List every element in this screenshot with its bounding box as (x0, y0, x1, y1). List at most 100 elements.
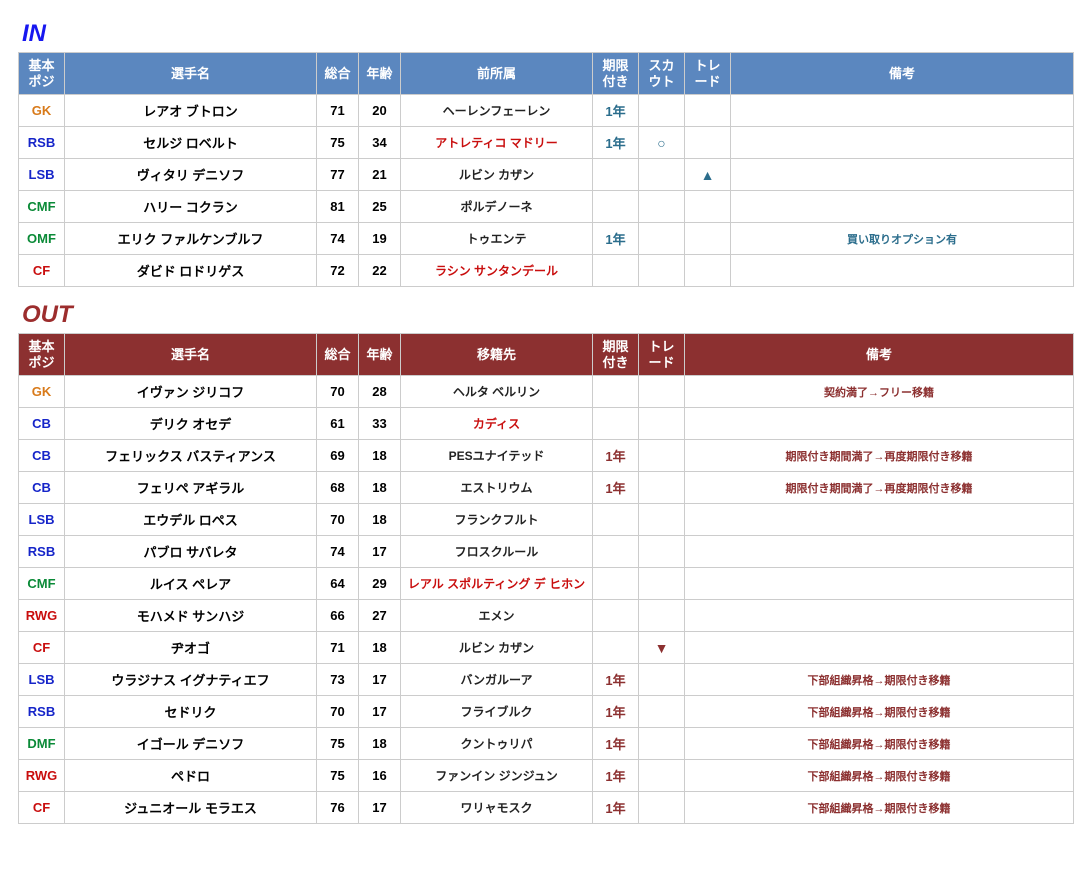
cell-notes (731, 95, 1074, 127)
cell-name: モハメド サンハジ (65, 600, 317, 632)
cell-trade (639, 760, 685, 792)
cell-ovr: 68 (317, 472, 359, 504)
cell-loan: 1年 (593, 760, 639, 792)
cell-name: セルジ ロベルト (65, 127, 317, 159)
col-trade: トレード (685, 53, 731, 95)
cell-club: ワリャモスク (401, 792, 593, 824)
cell-ovr: 72 (317, 255, 359, 287)
cell-loan (593, 408, 639, 440)
cell-age: 28 (359, 376, 401, 408)
cell-club: エメン (401, 600, 593, 632)
cell-ovr: 81 (317, 191, 359, 223)
cell-age: 18 (359, 728, 401, 760)
cell-trade (685, 127, 731, 159)
cell-trade (639, 376, 685, 408)
col-name: 選手名 (65, 334, 317, 376)
in-table: 基本ポジ 選手名 総合 年齢 前所属 期限付き スカウト トレード 備考 GKレ… (18, 52, 1074, 287)
cell-trade (685, 95, 731, 127)
cell-trade (639, 568, 685, 600)
out-header-row: 基本ポジ 選手名 総合 年齢 移籍先 期限付き トレード 備考 (19, 334, 1074, 376)
cell-name: レアオ ブトロン (65, 95, 317, 127)
cell-scout (639, 159, 685, 191)
cell-trade (685, 255, 731, 287)
cell-age: 17 (359, 536, 401, 568)
cell-notes: 下部組織昇格→期限付き移籍 (685, 728, 1074, 760)
cell-notes: 下部組織昇格→期限付き移籍 (685, 696, 1074, 728)
cell-age: 17 (359, 696, 401, 728)
cell-club: カディス (401, 408, 593, 440)
cell-ovr: 64 (317, 568, 359, 600)
cell-name: ハリー コクラン (65, 191, 317, 223)
col-from: 前所属 (401, 53, 593, 95)
cell-trade (639, 696, 685, 728)
col-scout: スカウト (639, 53, 685, 95)
col-name: 選手名 (65, 53, 317, 95)
cell-name: フェリペ アギラル (65, 472, 317, 504)
cell-name: ヂオゴ (65, 632, 317, 664)
in-header-row: 基本ポジ 選手名 総合 年齢 前所属 期限付き スカウト トレード 備考 (19, 53, 1074, 95)
table-row: LSBウラジナス イグナティエフ7317バンガルーア1年下部組織昇格→期限付き移… (19, 664, 1074, 696)
cell-pos: CMF (19, 191, 65, 223)
cell-scout: ○ (639, 127, 685, 159)
cell-ovr: 70 (317, 376, 359, 408)
cell-pos: CF (19, 632, 65, 664)
cell-loan: 1年 (593, 792, 639, 824)
cell-age: 18 (359, 632, 401, 664)
cell-name: デリク オセデ (65, 408, 317, 440)
cell-club: クントゥリパ (401, 728, 593, 760)
cell-age: 34 (359, 127, 401, 159)
cell-pos: CB (19, 408, 65, 440)
cell-club: レアル スポルティング デ ヒホン (401, 568, 593, 600)
cell-trade (639, 728, 685, 760)
cell-age: 18 (359, 440, 401, 472)
cell-club: ヘルタ ベルリン (401, 376, 593, 408)
cell-pos: RWG (19, 760, 65, 792)
cell-age: 17 (359, 664, 401, 696)
cell-ovr: 75 (317, 127, 359, 159)
section-title-in: IN (22, 20, 1074, 48)
cell-scout (639, 95, 685, 127)
cell-ovr: 71 (317, 95, 359, 127)
cell-age: 25 (359, 191, 401, 223)
cell-notes (685, 632, 1074, 664)
cell-trade (639, 664, 685, 696)
cell-name: エリク ファルケンブルフ (65, 223, 317, 255)
col-age: 年齢 (359, 53, 401, 95)
cell-notes: 買い取りオプション有 (731, 223, 1074, 255)
cell-club: ファンイン ジンジュン (401, 760, 593, 792)
out-table: 基本ポジ 選手名 総合 年齢 移籍先 期限付き トレード 備考 GKイヴァン ジ… (18, 333, 1074, 824)
table-row: GKイヴァン ジリコフ7028ヘルタ ベルリン契約満了→フリー移籍 (19, 376, 1074, 408)
cell-club: フライブルク (401, 696, 593, 728)
table-row: OMFエリク ファルケンブルフ7419トゥエンテ1年買い取りオプション有 (19, 223, 1074, 255)
table-row: RSBセルジ ロベルト7534アトレティコ マドリー1年○ (19, 127, 1074, 159)
cell-trade (639, 504, 685, 536)
cell-ovr: 70 (317, 504, 359, 536)
cell-pos: CMF (19, 568, 65, 600)
cell-trade: ▲ (685, 159, 731, 191)
cell-notes (685, 568, 1074, 600)
cell-pos: CF (19, 255, 65, 287)
cell-loan: 1年 (593, 472, 639, 504)
col-pos: 基本ポジ (19, 334, 65, 376)
cell-pos: LSB (19, 159, 65, 191)
cell-ovr: 66 (317, 600, 359, 632)
cell-age: 20 (359, 95, 401, 127)
cell-name: ジュニオール モラエス (65, 792, 317, 824)
cell-club: エストリウム (401, 472, 593, 504)
table-row: CBフェリペ アギラル6818エストリウム1年期限付き期間満了→再度期限付き移籍 (19, 472, 1074, 504)
cell-ovr: 70 (317, 696, 359, 728)
cell-trade (639, 792, 685, 824)
cell-ovr: 73 (317, 664, 359, 696)
cell-club: ルビン カザン (401, 632, 593, 664)
cell-loan: 1年 (593, 95, 639, 127)
cell-notes: 下部組織昇格→期限付き移籍 (685, 664, 1074, 696)
cell-club: トゥエンテ (401, 223, 593, 255)
cell-loan (593, 632, 639, 664)
cell-name: フェリックス バスティアンス (65, 440, 317, 472)
cell-notes (685, 408, 1074, 440)
cell-pos: CB (19, 472, 65, 504)
cell-scout (639, 255, 685, 287)
cell-age: 18 (359, 504, 401, 536)
cell-pos: GK (19, 376, 65, 408)
cell-pos: LSB (19, 664, 65, 696)
